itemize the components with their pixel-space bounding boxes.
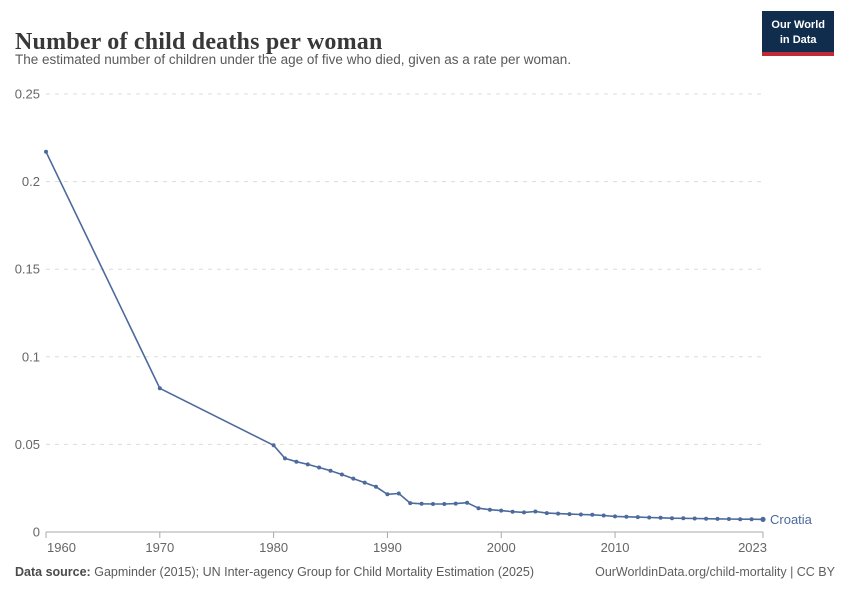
data-point[interactable] bbox=[738, 517, 743, 522]
data-point[interactable] bbox=[157, 386, 162, 391]
data-point[interactable] bbox=[522, 510, 526, 515]
owid-logo[interactable]: Our World in Data bbox=[762, 11, 834, 57]
entity-label[interactable]: Croatia bbox=[770, 512, 813, 527]
data-point[interactable] bbox=[408, 501, 413, 506]
data-point[interactable] bbox=[647, 515, 652, 520]
data-point[interactable] bbox=[681, 516, 686, 521]
data-point[interactable] bbox=[510, 509, 515, 514]
y-tick-label: 0.05 bbox=[15, 437, 40, 452]
y-tick-label: 0.1 bbox=[22, 349, 40, 364]
data-point[interactable] bbox=[499, 508, 504, 513]
data-point[interactable] bbox=[715, 516, 720, 521]
data-point[interactable] bbox=[419, 501, 424, 506]
x-tick-label: 1980 bbox=[259, 540, 288, 555]
x-tick-label: 1960 bbox=[47, 540, 76, 555]
data-point[interactable] bbox=[544, 511, 549, 516]
data-point[interactable] bbox=[613, 514, 617, 519]
y-tick-label: 0.25 bbox=[15, 87, 40, 102]
data-point[interactable] bbox=[44, 149, 48, 154]
x-tick-label: 2000 bbox=[487, 540, 516, 555]
data-point[interactable] bbox=[487, 507, 492, 512]
data-point[interactable] bbox=[362, 480, 367, 485]
data-point[interactable] bbox=[567, 512, 572, 517]
y-tick-label: 0.2 bbox=[22, 174, 40, 189]
chart-subtitle: The estimated number of children under t… bbox=[15, 52, 572, 67]
y-tick-label: 0.15 bbox=[15, 262, 40, 277]
line-chart-canvas[interactable]: 0 0.05 0.1 0.15 0.2 0.25 1960 1970 1980 1990 2000 2… bbox=[0, 82, 850, 562]
data-point[interactable] bbox=[556, 511, 561, 516]
data-point[interactable] bbox=[624, 514, 629, 519]
data-point[interactable] bbox=[271, 443, 276, 448]
data-point[interactable] bbox=[465, 500, 470, 505]
logo-line-2: in Data bbox=[779, 33, 817, 46]
y-tick-label: 0 bbox=[33, 525, 40, 540]
data-point[interactable] bbox=[351, 476, 356, 481]
data-point[interactable] bbox=[726, 517, 731, 521]
data-source-label: Data source: bbox=[15, 565, 91, 579]
data-point[interactable] bbox=[760, 516, 766, 522]
chart-footer: Data source: Gapminder (2015); UN Inter-… bbox=[0, 565, 850, 579]
data-point[interactable] bbox=[476, 506, 481, 511]
data-point[interactable] bbox=[692, 516, 697, 521]
owid-link[interactable]: OurWorldinData.org/child-mortality | CC … bbox=[595, 565, 835, 579]
data-source: Data source: Gapminder (2015); UN Inter-… bbox=[15, 565, 534, 579]
data-point[interactable] bbox=[635, 515, 640, 520]
logo-line-1: Our World bbox=[771, 19, 825, 31]
data-point[interactable] bbox=[396, 491, 401, 496]
data-point[interactable] bbox=[442, 502, 447, 506]
data-point[interactable] bbox=[385, 492, 390, 497]
data-point[interactable] bbox=[431, 502, 435, 506]
data-point[interactable] bbox=[658, 515, 663, 520]
data-point[interactable] bbox=[374, 484, 378, 489]
data-point[interactable] bbox=[305, 462, 310, 467]
data-point[interactable] bbox=[328, 468, 333, 473]
data-point[interactable] bbox=[533, 509, 538, 514]
data-point[interactable] bbox=[283, 456, 287, 461]
data-point[interactable] bbox=[317, 465, 322, 470]
x-tick-label: 1990 bbox=[373, 540, 402, 555]
x-tick-label: 2023 bbox=[738, 540, 767, 555]
data-point[interactable] bbox=[590, 512, 595, 517]
chart-title: Number of child deaths per woman bbox=[15, 29, 383, 56]
data-point[interactable] bbox=[704, 516, 709, 521]
data-point[interactable] bbox=[294, 459, 299, 464]
x-tick-label: 1970 bbox=[145, 540, 174, 555]
data-point[interactable] bbox=[339, 472, 344, 477]
data-point[interactable] bbox=[601, 513, 606, 518]
data-point[interactable] bbox=[453, 501, 458, 506]
data-point[interactable] bbox=[670, 516, 674, 521]
data-source-text: Gapminder (2015); UN Inter-agency Group … bbox=[94, 565, 534, 579]
data-point[interactable] bbox=[749, 517, 754, 522]
x-tick-label: 2010 bbox=[601, 540, 630, 555]
data-point[interactable] bbox=[578, 512, 583, 517]
series-line[interactable] bbox=[45, 151, 764, 521]
